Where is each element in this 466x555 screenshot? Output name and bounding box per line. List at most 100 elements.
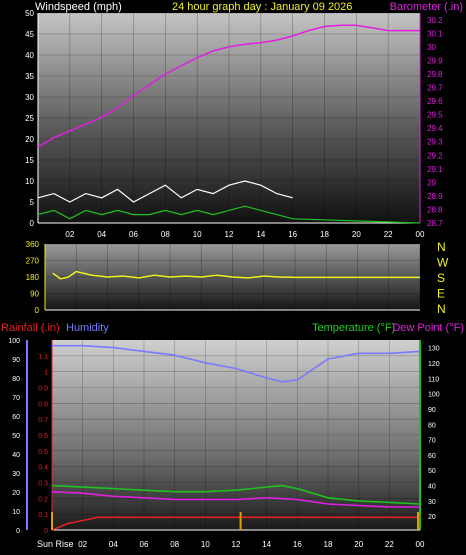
panel-1-y-tick-label: 45 [25,30,34,39]
panel-1-x-tick-label: 10 [193,230,202,239]
panel-3-x-tick-label: 04 [109,540,118,549]
panel-1-y-tick-label: 0 [30,219,35,228]
panel-3-rain-tick-label: 0.6 [38,433,48,440]
panel-2-compass-label: S [437,271,445,285]
panel-2-compass-label: E [437,287,445,301]
panel-3-rain-tick-label: 0 [44,528,48,535]
panel-1-y-tick-label: 30 [25,93,34,102]
panel-3-x-tick-label: 00 [416,540,425,549]
panel-3-humidity-tick-label: 40 [12,452,20,459]
panel-3-temp-tick-label: 20 [428,514,436,521]
panel-3-humidity-tick-label: 0 [16,528,20,535]
panel-1-y2-tick-label: 30.1 [427,29,443,38]
panel-1-y2-tick-label: 29.9 [427,56,443,65]
panel-3-x-tick-label: 14 [262,540,271,549]
panel-1-y2-tick-label: 29.8 [427,70,443,79]
panel-1-y2-tick-label: 29.7 [427,84,443,93]
panel-2-y-tick-label: 360 [26,240,40,249]
grid-lines [38,12,421,531]
panel-3-rain-tick-label: 1 [44,370,48,377]
axes: 0510152025303540455028.728.828.92929.129… [8,9,449,549]
panel-1-series-line [37,180,293,203]
panel-3-series-line [51,516,420,531]
panel-1-x-tick-label: 22 [384,230,393,239]
panel-1-y2-tick-label: 29.5 [427,111,443,120]
panel-3-rain-tick-label: 0.4 [38,465,48,472]
panel-3-temp-tick-label: 130 [428,346,440,353]
panel-3-rain-tick-label: 1.1 [38,354,48,361]
panel-3-temp-tick-label: 120 [428,361,440,368]
panel-3-temp-tick-label: 60 [428,453,436,460]
panel-3-temp-tick-label: 100 [428,392,440,399]
panel-1-x-tick-label: 16 [288,230,297,239]
panel-1-y-tick-label: 40 [25,51,34,60]
panel-3-rain-tick-label: 0.3 [38,481,48,488]
panel-1-y-tick-label: 5 [30,198,35,207]
panel-1-series-line [37,24,420,148]
panel-2-y-tick-label: 270 [26,257,40,266]
panel-3-temp-tick-label: 90 [428,407,436,414]
panel-3-x-tick-label: 16 [293,540,302,549]
panel-1-y2-tick-label: 29.2 [427,151,443,160]
panel-3-x-tick-label: 20 [354,540,363,549]
panel-1-y-tick-label: 20 [25,135,34,144]
panel-3-series-line [52,344,421,383]
panel-3-x-tick-label: 06 [140,540,149,549]
panel-1-x-tick-label: 18 [320,230,329,239]
panel-3-humidity-tick-label: 50 [12,433,20,440]
panel-2-series-line [52,270,420,280]
panel-1-title: 24 hour graph day : January 09 2026 [172,1,352,13]
panel-2-compass-label: N [437,302,446,316]
panel-3-rain-tick-label: 0.2 [38,496,48,503]
panel-1-y2-tick-label: 29.3 [427,138,443,147]
panel-1-series-line [37,205,421,224]
panel-3-x-tick-label: 12 [232,540,241,549]
panel-2-y-tick-label: 180 [26,273,40,282]
panel-1-x-tick-label: 02 [65,230,74,239]
panel-1-y2-tick-label: 29 [427,178,436,187]
panel-3-humidity-tick-label: 10 [12,509,20,516]
panel-3-x-tick-label: 10 [201,540,210,549]
panel-3-temp-tick-label: 40 [428,484,436,491]
panel-2-compass-label: N [437,240,446,254]
panel-3-rain-tick-label: 0.5 [38,449,48,456]
panel-3-series-line [51,484,421,505]
panel-1-x-tick-label: 00 [416,230,425,239]
panel-1-y2-tick-label: 29.6 [427,97,443,106]
panel-3-humidity-tick-label: 100 [8,338,20,345]
panel-1-y2-tick-label: 28.8 [427,205,443,214]
panel-3-temp-tick-label: 30 [428,499,436,506]
panel-1-y-tick-label: 50 [25,9,34,18]
panel-3-series-line [51,490,420,508]
panel-3-temp-tick-label: 110 [428,376,439,383]
panel-1-x-tick-label: 04 [97,230,106,239]
panel-3-humidity-tick-label: 30 [12,471,20,478]
panel-1-y2-tick-label: 30 [427,43,436,52]
panel-3-humidity-tick-label: 90 [12,357,20,364]
panel-1-y2-tick-label: 30.2 [427,16,443,25]
panel-3-humidity-tick-label: 80 [12,376,20,383]
panel-1-x-tick-label: 12 [225,230,234,239]
panel-3-temp-tick-label: 80 [428,422,436,429]
panel-3-x-tick-label: 08 [170,540,179,549]
panel-3-rain-tick-label: 0.7 [38,417,48,424]
panel-3-rain-tick-label: 0.1 [38,512,48,519]
panel-3-dewpoint-label: Dew Point (°F) [392,322,464,334]
panel-3-temp-tick-label: 50 [428,468,436,475]
panel-1-x-tick-label: 20 [352,230,361,239]
chart-marks [37,24,421,531]
panel-1-x-tick-label: 14 [256,230,265,239]
panel-2-compass-label: W [437,256,449,270]
panel-3-sunrise-label: Sun Rise [37,539,74,549]
panel-2-y-tick-label: 0 [35,306,40,315]
panel-3-humidity-tick-label: 60 [12,414,20,421]
panel-3-x-tick-label: 02 [78,540,87,549]
panel-3-x-tick-label: 18 [324,540,333,549]
panel-3-plot [52,340,420,530]
panel-3-rain-label: Rainfall (.in) [1,322,60,334]
panel-1-y-tick-label: 15 [25,156,34,165]
panel-1-x-tick-label: 06 [129,230,138,239]
panel-1-y2label: Barometer (.in) [390,1,463,13]
panel-3-humidity-tick-label: 70 [12,395,20,402]
